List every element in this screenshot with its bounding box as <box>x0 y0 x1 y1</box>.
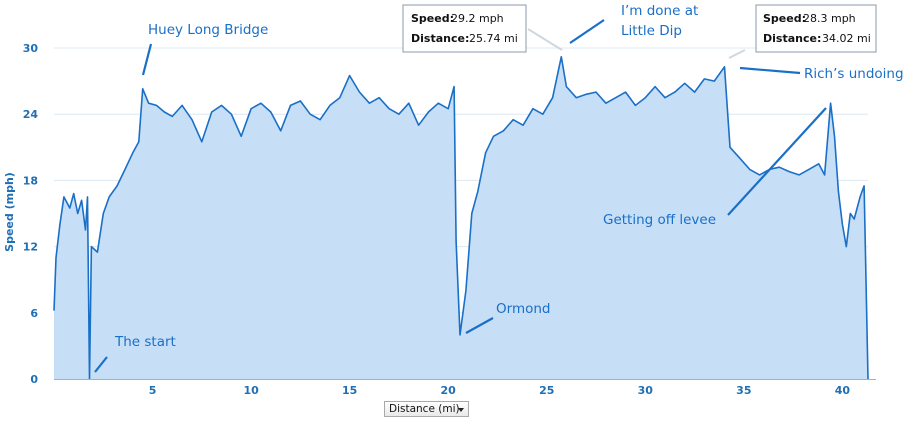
chevron-down-icon <box>458 408 464 412</box>
x-axis-unit-select[interactable]: Distance (mi) <box>384 401 469 417</box>
leader-getting-off-levee <box>727 107 827 216</box>
leader-ormond <box>465 317 494 334</box>
y-axis-label: Speed (mph) <box>3 172 16 252</box>
speed-line <box>53 56 869 380</box>
y-tick-label: 30 <box>23 42 39 55</box>
x-tick-label: 10 <box>243 384 259 397</box>
x-tick-label: 25 <box>539 384 554 397</box>
tooltip-1-speed-value: 29.2 mph <box>451 12 504 25</box>
leader-huey-long-bridge <box>141 43 153 76</box>
x-axis-unit-label: Distance (mi) <box>389 403 460 415</box>
y-tick-label: 6 <box>30 307 38 320</box>
annotation-richs-undoing: Rich’s undoing <box>804 66 904 82</box>
y-tick-label: 18 <box>23 174 38 187</box>
annotation-getting-off-levee: Getting off levee <box>603 212 716 228</box>
annotation-little-dip-line2: Little Dip <box>621 23 682 39</box>
tooltip-1-speed-label: Speed: <box>411 12 454 25</box>
annotation-leaders <box>94 19 827 373</box>
annotation-the-start: The start <box>114 334 176 350</box>
annotation-little-dip-line1: I’m done at <box>621 3 698 19</box>
x-tick-label: 40 <box>835 384 851 397</box>
x-tick-label: 30 <box>638 384 654 397</box>
leader-richs-undoing <box>739 66 801 75</box>
x-tick-label: 35 <box>736 384 751 397</box>
tooltip-richs-undoing: Speed: 28.3 mph Distance: 34.02 mi <box>728 4 877 59</box>
leader-little-dip <box>569 19 605 44</box>
annotation-huey-long-bridge: Huey Long Bridge <box>148 22 268 38</box>
tooltip-2-speed-value: 28.3 mph <box>803 12 856 25</box>
x-tick-labels: 5 10 15 20 25 30 35 40 <box>149 384 851 397</box>
tooltip-little-dip: Speed: 29.2 mph Distance: 25.74 mi <box>402 4 563 53</box>
speed-area-fill <box>54 56 868 380</box>
x-tick-label: 20 <box>441 384 457 397</box>
tooltip-2-distance-value: 34.02 mi <box>822 32 871 45</box>
leader-the-start <box>94 356 108 373</box>
y-tick-label: 12 <box>23 241 38 254</box>
x-tick-label: 15 <box>342 384 357 397</box>
tooltip-1-distance-label: Distance: <box>411 32 469 45</box>
y-tick-label: 24 <box>23 108 39 121</box>
tooltip-1-distance-value: 25.74 mi <box>469 32 518 45</box>
annotation-ormond: Ormond <box>496 301 550 317</box>
tooltip-2-distance-label: Distance: <box>763 32 821 45</box>
y-tick-labels: 0 6 12 18 24 30 <box>23 42 39 386</box>
tooltip-2-speed-label: Speed: <box>763 12 806 25</box>
y-tick-label: 0 <box>30 373 38 386</box>
x-tick-label: 5 <box>149 384 157 397</box>
